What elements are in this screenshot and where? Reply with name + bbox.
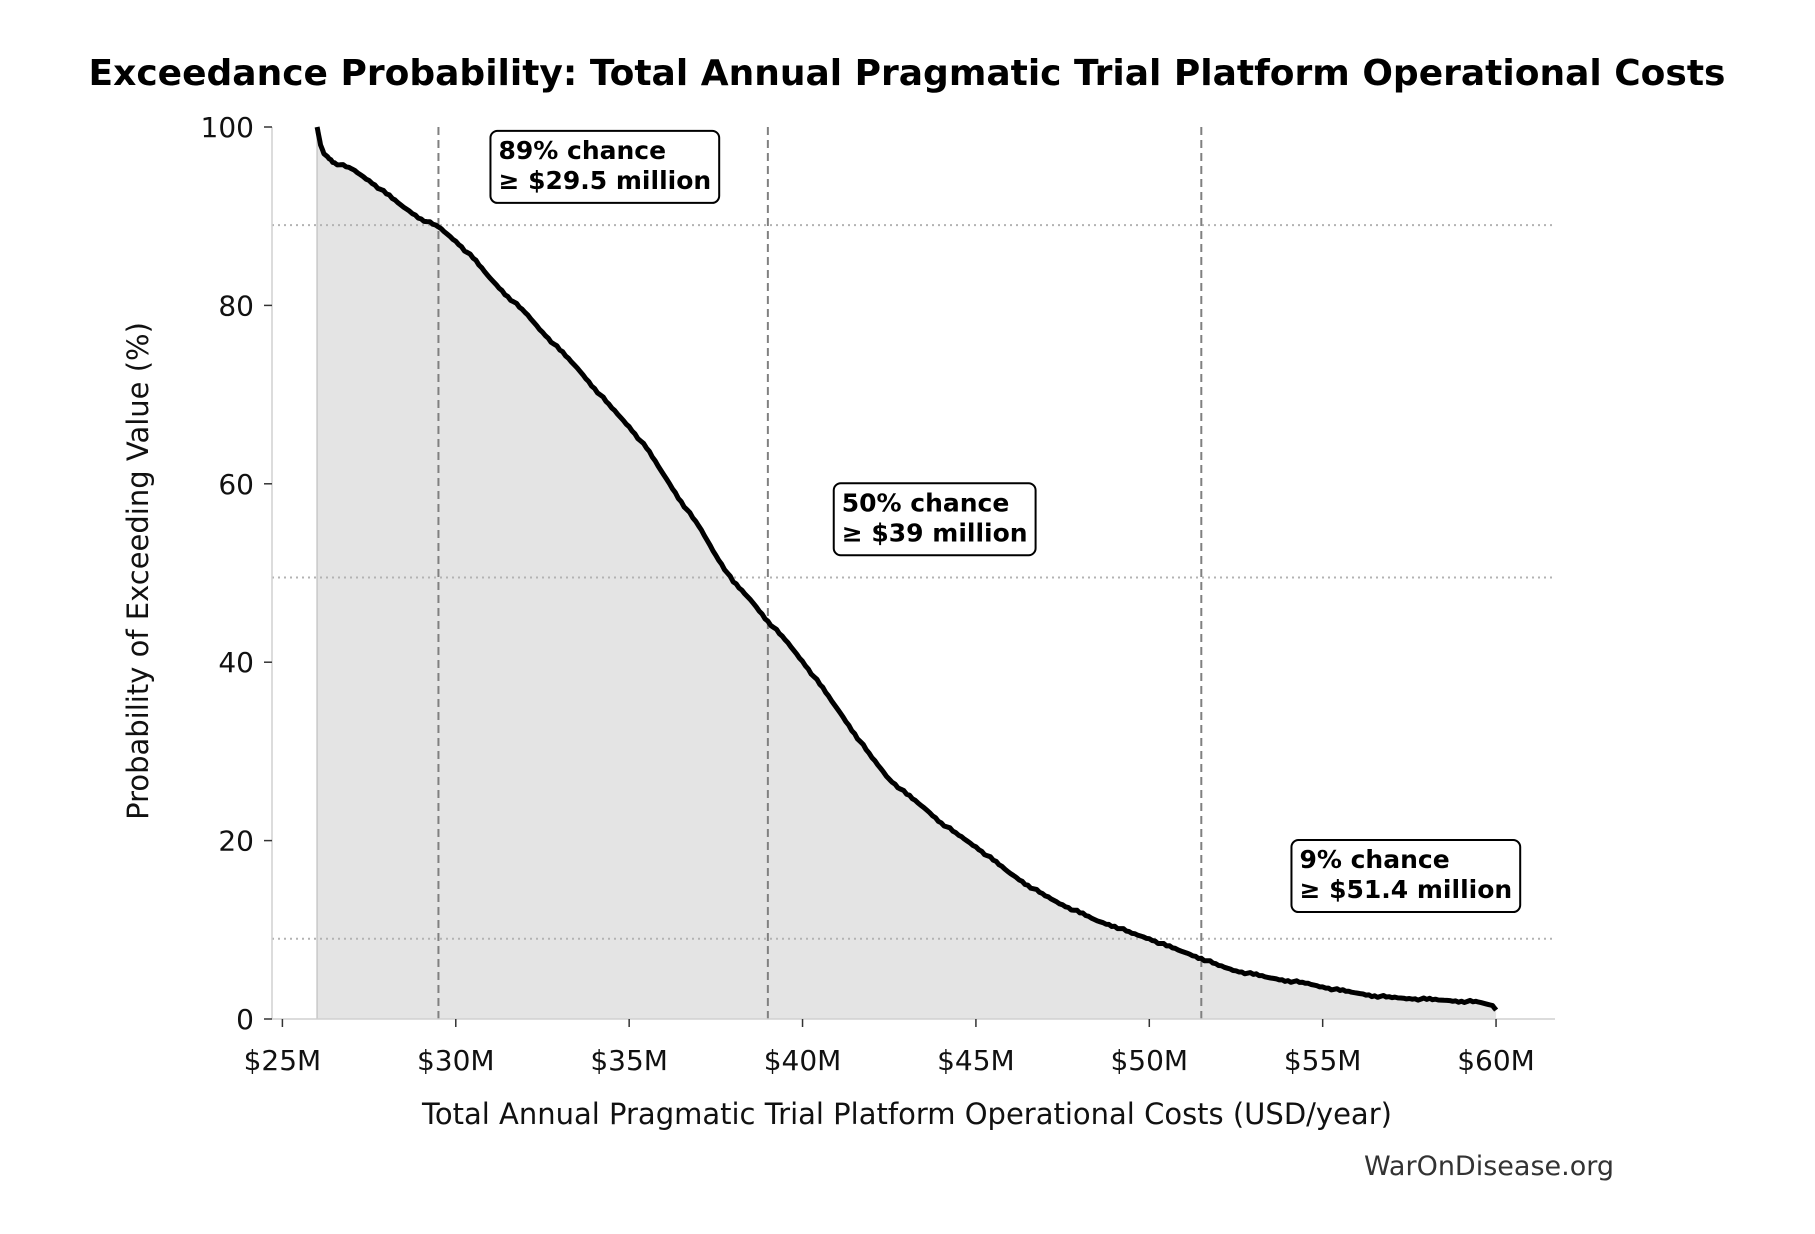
y-tick-label: 0 (236, 1003, 254, 1036)
watermark: WarOnDisease.org (1364, 1151, 1614, 1182)
annotation-box: 9% chance≥ $51.4 million (1290, 839, 1522, 914)
x-tick-label: $30M (417, 1044, 495, 1077)
exceedance-area-fill (317, 127, 1497, 1019)
x-tick-label: $40M (764, 1044, 842, 1077)
annotation-line-2: ≥ $29.5 million (498, 166, 711, 195)
x-tick-label: $35M (590, 1044, 668, 1077)
y-tick-label: 60 (218, 468, 254, 501)
x-tick-label: $25M (244, 1044, 322, 1077)
y-axis-label: Probability of Exceeding Value (%) (121, 322, 155, 820)
annotation-box: 89% chance≥ $29.5 million (489, 129, 721, 204)
axis-layer: $25M $30M $35M $40M $45M $50M $55M $60M 0 20 40 60 8… (201, 111, 1555, 1077)
annotation-frame (1290, 839, 1522, 914)
annotation-frame (832, 482, 1037, 557)
annotation-line-2: ≥ $51.4 million (1299, 875, 1512, 904)
annotation-layer: 89% chance≥ $29.5 million 50% chance≥ $39… (489, 129, 1522, 914)
y-tick-label: 20 (218, 825, 254, 858)
x-tick-label: $60M (1457, 1044, 1535, 1077)
x-tick-label: $55M (1284, 1044, 1362, 1077)
annotation-line-1: 50% chance (842, 488, 1010, 517)
chart-title: Exceedance Probability: Total Annual Pra… (89, 53, 1726, 94)
curve-layer (314, 126, 1499, 1012)
annotation-line-1: 89% chance (498, 136, 666, 165)
area-fill-layer (316, 127, 1497, 1019)
y-tick-label: 80 (218, 289, 254, 322)
annotation-box: 50% chance≥ $39 million (832, 482, 1037, 557)
x-tick-label: $50M (1110, 1044, 1188, 1077)
annotation-frame (489, 129, 721, 204)
reference-line-layer (272, 127, 1555, 1019)
annotation-line-1: 9% chance (1299, 845, 1449, 874)
exceedance-curve (314, 126, 1499, 1012)
annotation-line-2: ≥ $39 million (842, 518, 1028, 547)
x-tick-label: $45M (937, 1044, 1015, 1077)
x-axis-label: Total Annual Pragmatic Trial Platform Op… (421, 1097, 1392, 1131)
y-tick-label: 100 (201, 111, 254, 144)
y-tick-label: 40 (218, 646, 254, 679)
